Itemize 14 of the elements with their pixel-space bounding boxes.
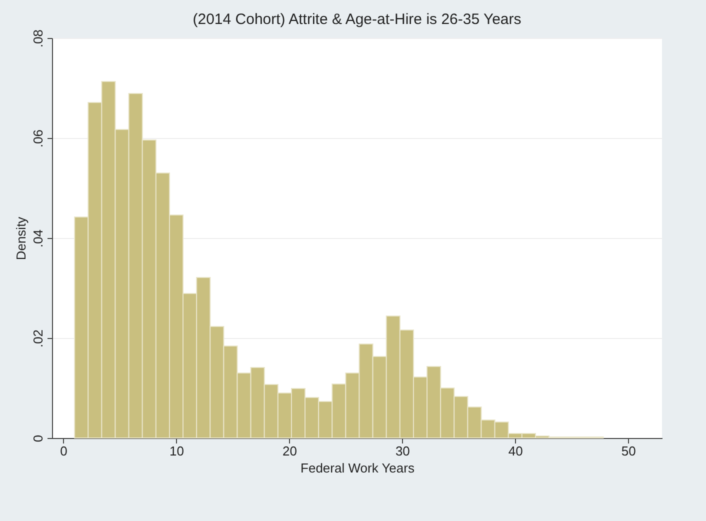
y-tick-label: 0 bbox=[30, 434, 46, 442]
x-tick-label: 20 bbox=[282, 444, 297, 458]
y-axis-title: Density bbox=[14, 216, 28, 260]
x-tick-label: 30 bbox=[395, 444, 410, 458]
x-tick-label: 10 bbox=[170, 444, 184, 458]
y-tick-label: .02 bbox=[30, 329, 46, 348]
y-tick-label: .06 bbox=[30, 129, 46, 148]
x-tick-label: 0 bbox=[60, 444, 68, 458]
x-tick-label: 40 bbox=[508, 444, 523, 458]
y-tick-label: .04 bbox=[30, 229, 46, 248]
x-axis-title: Federal Work Years bbox=[300, 460, 415, 476]
chart-title: (2014 Cohort) Attrite & Age-at-Hire is 26-35 Years bbox=[192, 10, 522, 28]
x-tick-label: 50 bbox=[621, 444, 636, 458]
y-tick-label: .08 bbox=[30, 29, 46, 48]
